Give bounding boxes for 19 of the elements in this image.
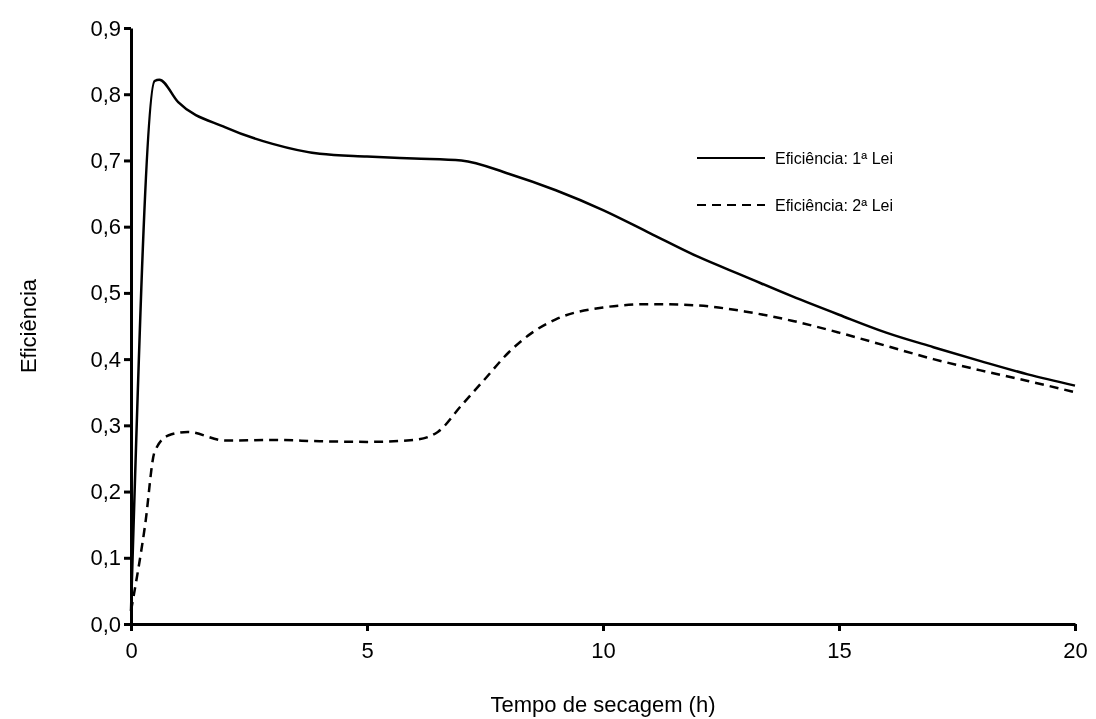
y-tick-label: 0,0 [90, 611, 121, 637]
x-axis-title: Tempo de secagem (h) [490, 692, 716, 717]
y-tick-label: 0,5 [90, 280, 121, 306]
x-tick-label: 0 [125, 638, 138, 664]
x-tick-label: 10 [591, 638, 616, 664]
legend-label: Eficiência: 1ª Lei [775, 150, 893, 167]
y-tick-label: 0,3 [90, 412, 121, 438]
y-axis-title: Eficiência [16, 278, 41, 374]
y-tick-label: 0,8 [90, 81, 121, 107]
legend-label: Eficiência: 2ª Lei [775, 197, 893, 214]
y-tick-label: 0,2 [90, 479, 121, 505]
y-tick-label: 0,6 [90, 214, 121, 240]
y-tick-label: 0,4 [90, 346, 121, 372]
x-tick-label: 15 [827, 638, 852, 664]
x-tick-label: 5 [361, 638, 374, 664]
x-tick-label: 20 [1063, 638, 1088, 664]
y-tick-label: 0,9 [90, 15, 121, 41]
y-tick-label: 0,1 [90, 545, 121, 571]
y-tick-label: 0,7 [90, 147, 121, 173]
